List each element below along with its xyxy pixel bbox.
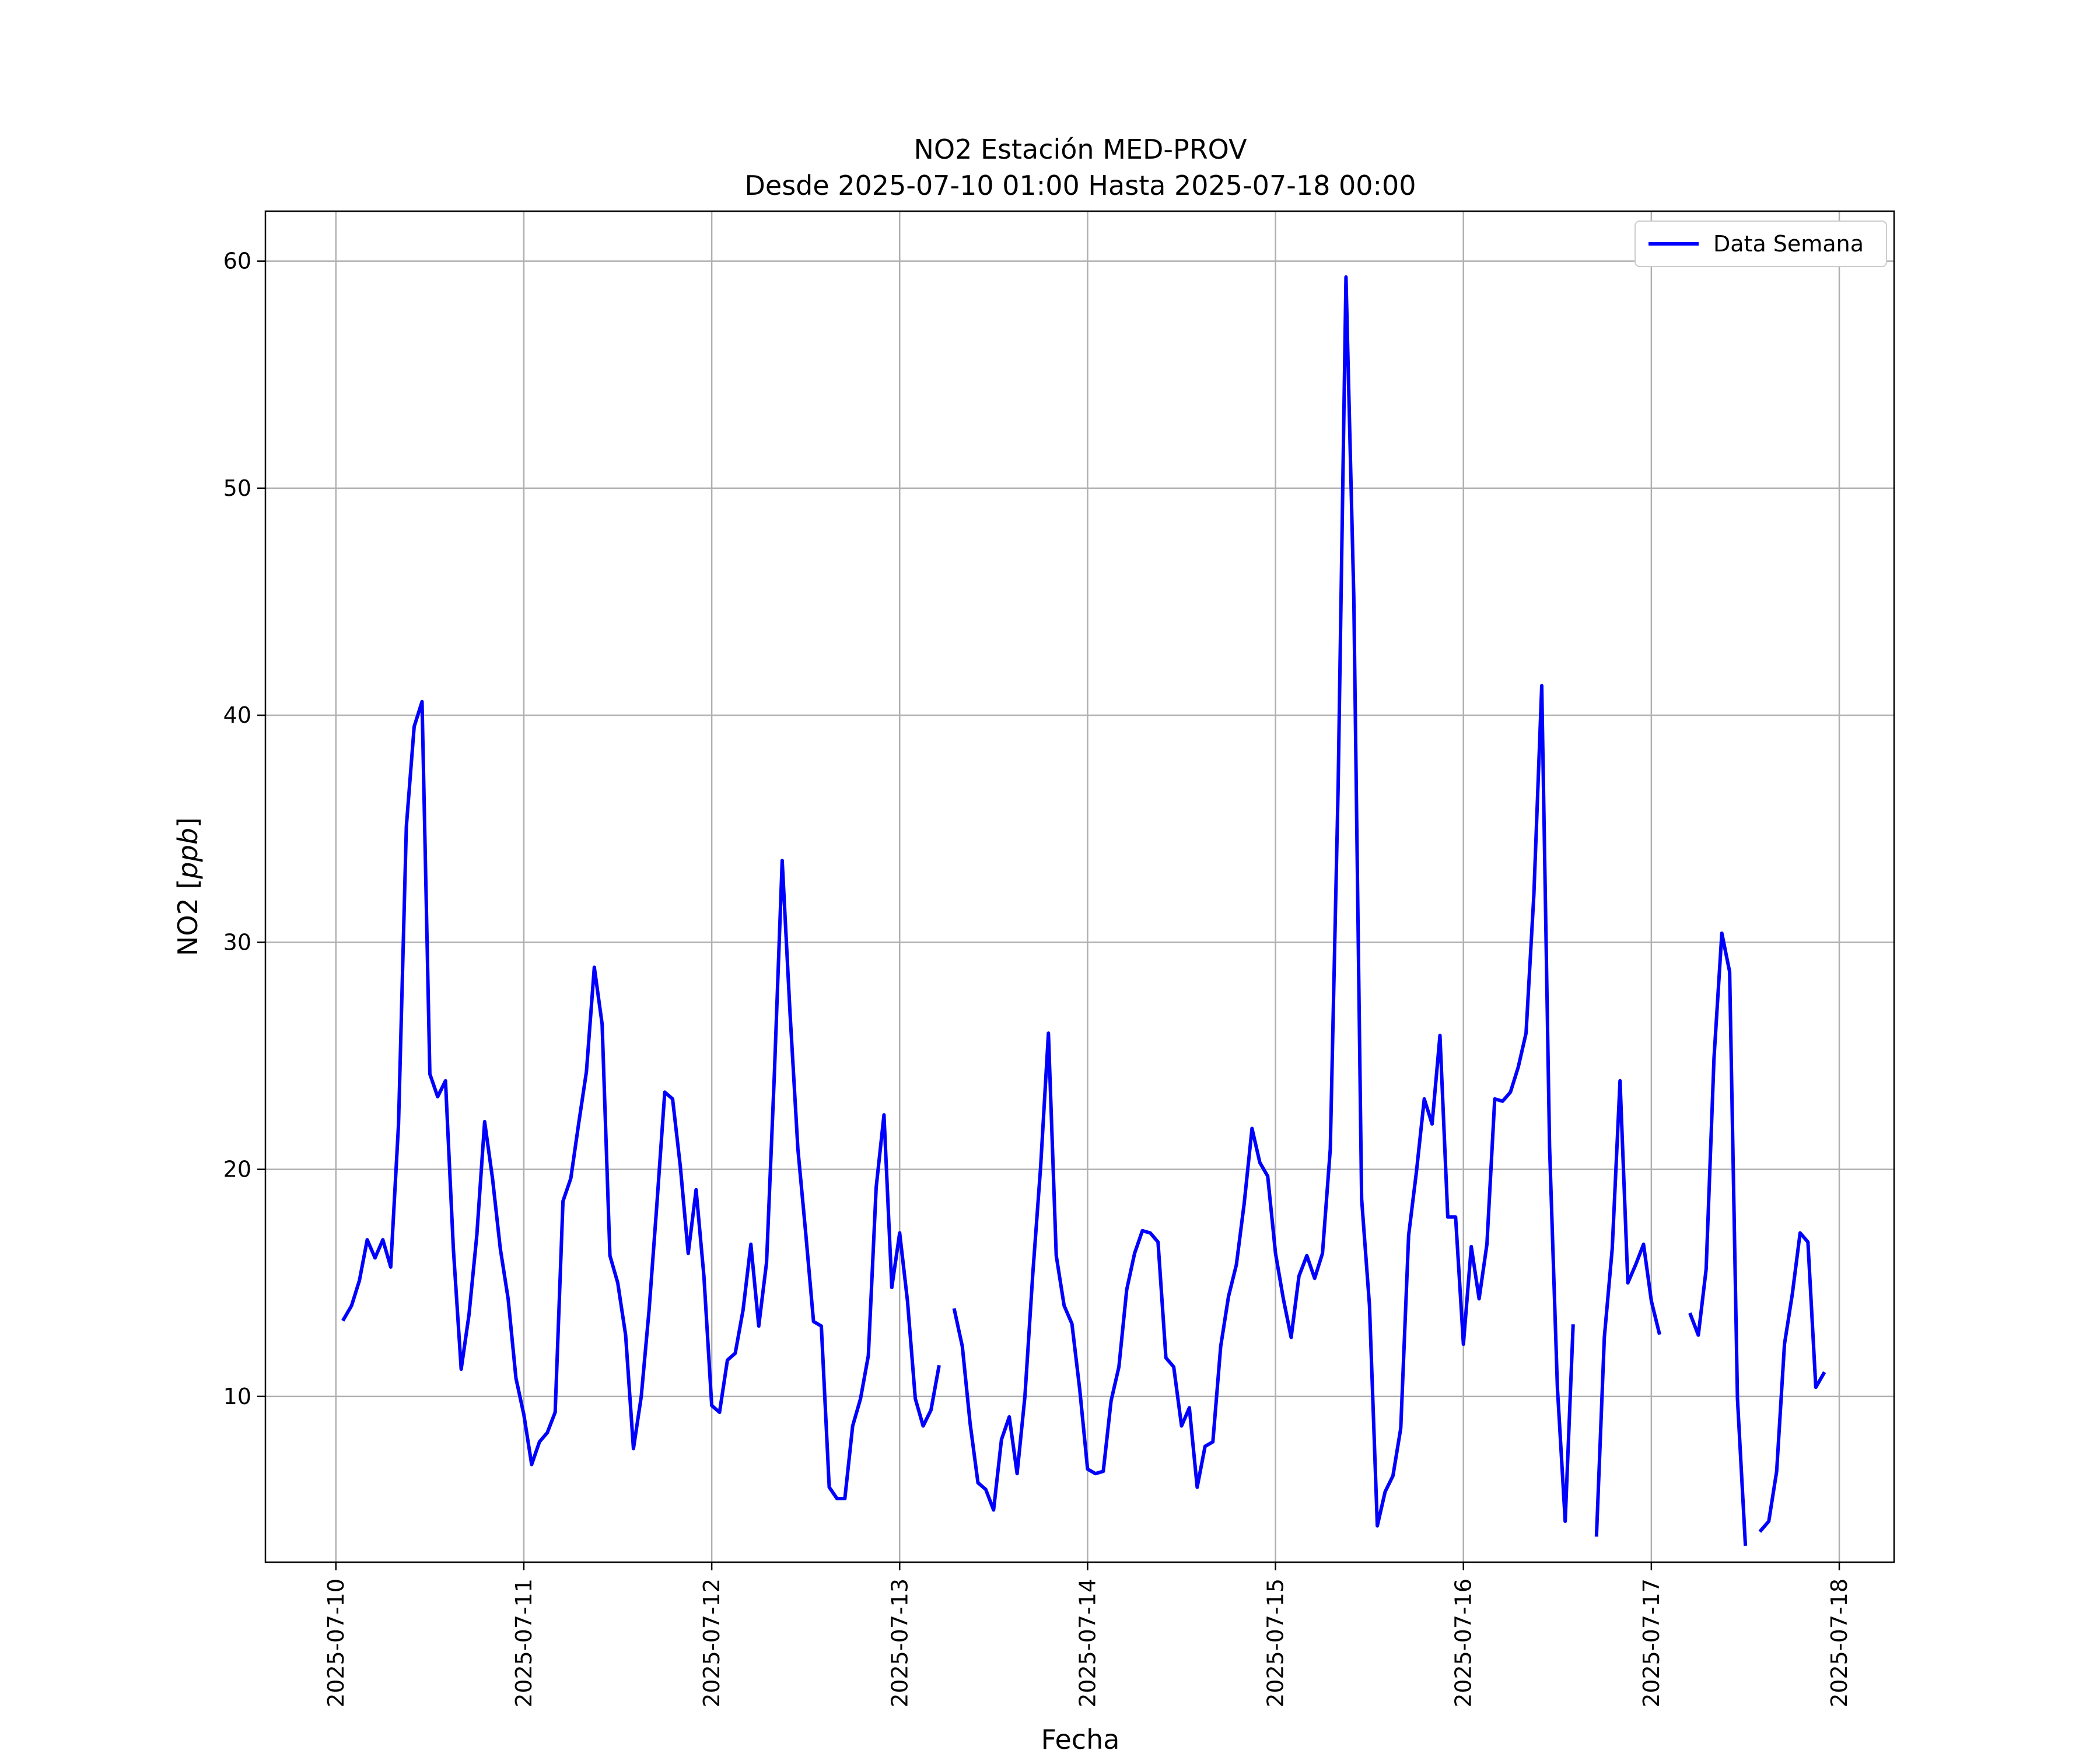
x-tick-label: 2025-07-11: [511, 1578, 537, 1707]
legend-label: Data Semana: [1713, 231, 1864, 257]
y-tick-label: 50: [223, 475, 251, 501]
y-tick-label: 20: [223, 1157, 251, 1182]
x-tick-label: 2025-07-12: [699, 1578, 724, 1707]
x-tick-label: 2025-07-13: [887, 1578, 912, 1707]
y-tick-label: 10: [223, 1384, 251, 1409]
y-tick-label: 40: [223, 702, 251, 728]
plot-frame: [264, 210, 1895, 1563]
chart-title: NO2 Estación MED-PROV: [914, 134, 1247, 165]
legend: Data Semana: [1634, 220, 1887, 267]
series-line-0: [341, 275, 1826, 1546]
x-tick-label: 2025-07-18: [1826, 1578, 1852, 1707]
x-axis-label: Fecha: [1041, 1724, 1120, 1750]
y-axis-label-close: ]: [172, 817, 204, 828]
y-axis-label-unit: ppb: [172, 828, 204, 880]
x-tick-label: 2025-07-16: [1451, 1578, 1476, 1707]
y-axis-ticks: 10 20 30 40 50 60: [223, 249, 265, 1409]
chart-subtitle: Desde 2025-07-10 01:00 Hasta 2025-07-18 …: [744, 170, 1416, 201]
series-group: [341, 275, 1826, 1546]
x-axis-ticks: 2025-07-10 2025-07-11 2025-07-12 2025-07-13…: [323, 1562, 1852, 1707]
y-tick-label: 60: [223, 249, 251, 274]
x-tick-label: 2025-07-10: [323, 1578, 349, 1707]
y-axis-label: NO2 [ppb]: [172, 817, 204, 956]
x-tick-label: 2025-07-17: [1639, 1578, 1664, 1707]
x-tick-label: 2025-07-15: [1263, 1578, 1289, 1707]
x-tick-label: 2025-07-14: [1074, 1578, 1100, 1707]
legend-box: [1634, 220, 1887, 267]
y-tick-label: 30: [223, 929, 251, 955]
y-axis-label-main: NO2 [: [172, 879, 204, 956]
